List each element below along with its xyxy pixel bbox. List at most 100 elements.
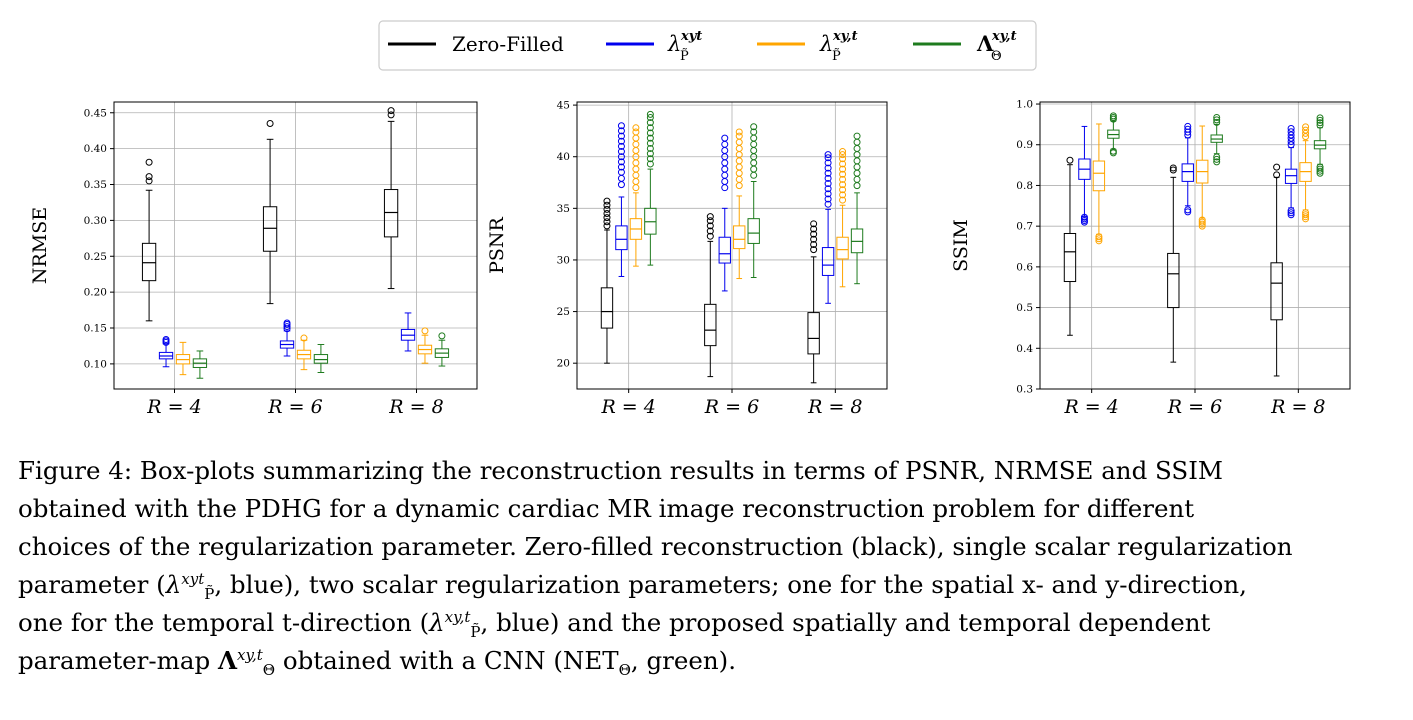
outlier-point xyxy=(839,186,847,194)
legend-entry-zero-filled: Zero-Filled xyxy=(388,32,564,56)
x-tick-label: R = 6 xyxy=(267,396,322,418)
outlier-point xyxy=(603,197,611,205)
outlier-point xyxy=(1302,129,1310,137)
outlier-point xyxy=(706,227,714,235)
outlier-point xyxy=(1287,209,1295,217)
outlier-point xyxy=(735,144,743,152)
outlier-point xyxy=(1184,206,1192,214)
y-tick-label: 0.9 xyxy=(1016,139,1033,151)
caption-line: Figure 4: Box-plots summarizing the reco… xyxy=(18,456,1223,485)
series-group xyxy=(615,122,835,304)
outlier-point xyxy=(721,134,729,142)
x-tick-label: R = 4 xyxy=(1063,396,1118,418)
outlier-point xyxy=(839,191,847,199)
outlier-point xyxy=(750,171,758,179)
y-tick-label: 0.35 xyxy=(84,179,107,191)
box xyxy=(615,225,628,251)
legend-label-sub: P̃ xyxy=(680,48,689,64)
caption-math-sub: P̃ xyxy=(204,584,215,603)
outlier-point xyxy=(421,327,429,335)
caption-line: parameter (λxytP̃, blue), two scalar reg… xyxy=(18,566,1398,604)
caption-text: , blue) and the proposed spatially and t… xyxy=(480,608,1211,637)
legend-label: λ xyxy=(667,32,681,56)
outlier-point xyxy=(1066,156,1074,164)
caption-text: , blue), two scalar regularization param… xyxy=(214,570,1247,599)
caption-math-sub: Θ xyxy=(618,660,631,679)
outlier-point xyxy=(646,139,654,147)
series-group xyxy=(192,332,450,379)
box xyxy=(1063,232,1077,283)
caption-line: one for the temporal t-direction (λxy,tP… xyxy=(18,604,1398,642)
y-tick-label: 35 xyxy=(557,203,570,215)
outlier-point xyxy=(632,165,640,173)
outlier-point xyxy=(839,151,847,159)
outlier-point xyxy=(632,140,640,148)
caption-text: one for the temporal t-direction ( xyxy=(18,608,430,637)
series-group xyxy=(1107,112,1327,177)
series-group xyxy=(175,327,433,376)
y-tick-label: 0.3 xyxy=(1016,384,1033,396)
outlier-point xyxy=(1169,166,1177,174)
caption-math-sub: Θ xyxy=(262,660,276,679)
outlier-point xyxy=(839,155,847,163)
outlier-point xyxy=(603,209,611,217)
outlier-point xyxy=(1213,113,1221,121)
outlier-point xyxy=(1213,153,1221,161)
outlier-point xyxy=(1184,125,1192,133)
outlier-point xyxy=(162,335,170,343)
y-tick-label: 0.6 xyxy=(1016,261,1033,273)
box xyxy=(821,247,835,276)
x-tick-label: R = 6 xyxy=(1167,396,1222,418)
outlier-point xyxy=(1302,123,1310,131)
chart-panel-nrmse: 0.10 0.15 0.20 0.25 0.30 0.35 0.40 0.45 R = 4 R =… xyxy=(29,101,478,418)
y-tick-label: 0.20 xyxy=(84,287,107,299)
outlier-point xyxy=(706,213,714,221)
y-tick-label: 0.8 xyxy=(1016,180,1033,192)
outlier-point xyxy=(632,147,640,155)
outlier-point xyxy=(853,132,861,140)
outlier-point xyxy=(266,120,274,128)
outlier-point xyxy=(1316,116,1324,124)
outlier-point xyxy=(1213,158,1221,166)
outlier-point xyxy=(839,181,847,189)
outlier-point xyxy=(1287,207,1295,215)
box xyxy=(733,225,746,250)
outlier-point xyxy=(632,177,640,185)
outlier-point xyxy=(839,196,847,204)
outlier-point xyxy=(839,165,847,173)
box xyxy=(718,236,731,264)
box xyxy=(262,206,278,252)
y-axis-label: SSIM xyxy=(950,219,972,272)
legend-entry-Lambda-xy-t: Λ xy,t Θ xyxy=(913,29,1017,64)
outlier-point xyxy=(1287,137,1295,145)
caption-math-sup: xy,t xyxy=(237,645,263,664)
y-tick-label: 0.15 xyxy=(84,323,107,335)
outlier-point xyxy=(646,119,654,127)
box xyxy=(1092,160,1106,192)
outlier-point xyxy=(617,137,625,145)
outlier-point xyxy=(750,165,758,173)
outlier-point xyxy=(646,155,654,163)
caption-math-sup: xyt xyxy=(181,569,205,588)
box xyxy=(807,312,820,355)
outlier-point xyxy=(810,235,818,243)
outlier-point xyxy=(706,217,714,225)
x-tick-label: R = 6 xyxy=(704,396,759,418)
figure: Zero-Filled λ xyt P̃ λ xy,t P̃ Λ xy,t Θ … xyxy=(29,20,1351,418)
chart-panel-ssim: 0.3 0.4 0.5 0.6 0.7 0.8 0.9 1.0 R = 4 R = 6 R = 8 S… xyxy=(950,99,1351,418)
outlier-point xyxy=(145,173,153,181)
outlier-point xyxy=(824,185,832,193)
legend-label-sup: xyt xyxy=(680,29,702,44)
outlier-point xyxy=(1095,233,1103,241)
box xyxy=(747,218,760,244)
outlier-point xyxy=(706,232,714,240)
y-tick-label: 0.40 xyxy=(84,143,107,155)
outlier-point xyxy=(1316,119,1324,127)
outlier-point xyxy=(632,128,640,136)
outlier-point xyxy=(1316,167,1324,175)
outlier-point xyxy=(617,127,625,135)
outlier-point xyxy=(603,214,611,222)
outlier-point xyxy=(617,122,625,130)
outlier-point xyxy=(617,148,625,156)
outlier-point xyxy=(1287,131,1295,139)
